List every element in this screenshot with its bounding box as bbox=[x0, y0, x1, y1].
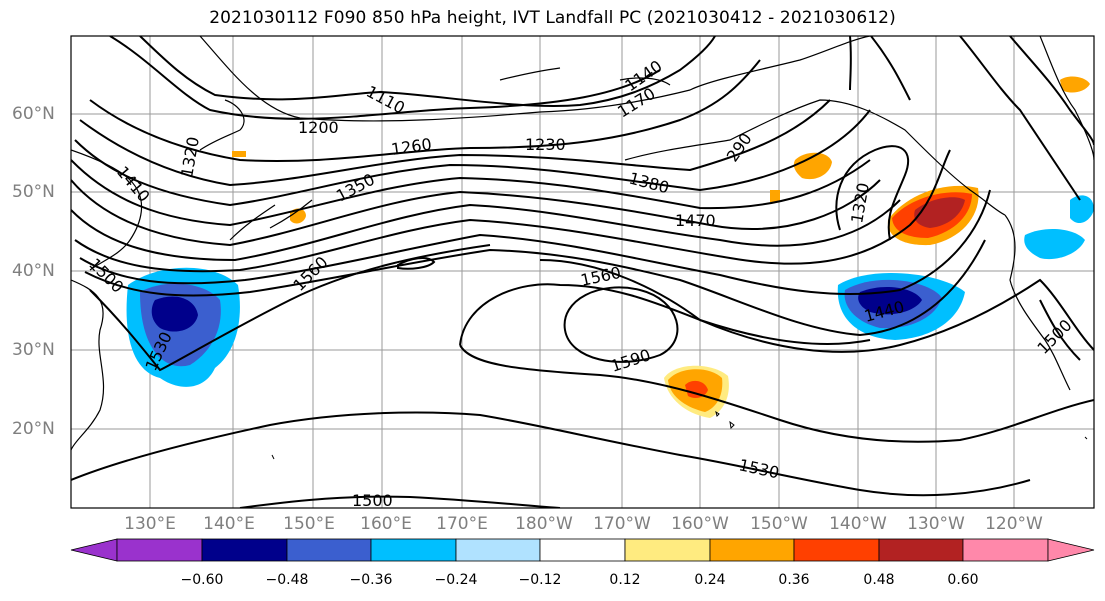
colorbar-tick: 0.12 bbox=[609, 572, 641, 588]
colorbar-tick: 0.36 bbox=[778, 572, 810, 588]
contour-label: 1200 bbox=[298, 118, 339, 137]
contour-label: 1470 bbox=[675, 211, 716, 230]
lon-label: 130°E bbox=[124, 514, 176, 534]
coastlines bbox=[71, 36, 1094, 451]
contour-label: 1230 bbox=[525, 135, 566, 154]
colorbar-swatch bbox=[455, 538, 541, 562]
lon-label: 140°W bbox=[829, 514, 887, 534]
colorbar-tick: 0.24 bbox=[694, 572, 726, 588]
colorbar bbox=[70, 538, 1095, 562]
colorbar-swatch bbox=[539, 538, 626, 562]
colorbar-tick: −0.60 bbox=[180, 572, 224, 588]
map-frame bbox=[70, 35, 1095, 509]
lat-label: 30°N bbox=[12, 340, 55, 360]
lon-label: 160°W bbox=[671, 514, 729, 534]
lon-label: 170°E bbox=[436, 514, 488, 534]
islands bbox=[271, 410, 1088, 460]
colorbar-swatch bbox=[201, 538, 288, 562]
colorbar-swatch bbox=[709, 538, 795, 562]
lat-label: 60°N bbox=[12, 104, 55, 124]
lon-label: 170°W bbox=[593, 514, 651, 534]
colorbar-tick: 0.60 bbox=[947, 572, 979, 588]
colorbar-swatch bbox=[370, 538, 457, 562]
lon-label: 140°E bbox=[203, 514, 255, 534]
colorbar-swatch bbox=[116, 538, 203, 562]
lon-label: 150°E bbox=[283, 514, 335, 534]
colorbar-swatch bbox=[962, 538, 1049, 562]
colorbar-extend-high bbox=[1047, 538, 1095, 562]
lat-label: 20°N bbox=[12, 419, 55, 439]
colorbar-extend-low bbox=[70, 538, 118, 562]
lat-label: 50°N bbox=[12, 182, 55, 202]
graticule bbox=[71, 36, 1094, 508]
height-contours bbox=[71, 36, 1094, 508]
lat-label: 40°N bbox=[12, 261, 55, 281]
lon-label: 160°E bbox=[360, 514, 412, 534]
colorbar-tick: −0.12 bbox=[518, 572, 562, 588]
colorbar-tick: −0.48 bbox=[265, 572, 309, 588]
colorbar-tick: 0.48 bbox=[863, 572, 895, 588]
ivt-positive-small bbox=[232, 76, 1090, 224]
lon-label: 120°W bbox=[985, 514, 1043, 534]
contour-label: 1500 bbox=[352, 491, 393, 510]
lon-label: 130°W bbox=[907, 514, 965, 534]
lon-label: 180°W bbox=[515, 514, 573, 534]
colorbar-swatch bbox=[286, 538, 372, 562]
colorbar-tick: −0.24 bbox=[434, 572, 478, 588]
colorbar-swatch bbox=[624, 538, 711, 562]
colorbar-swatch bbox=[878, 538, 964, 562]
colorbar-swatch bbox=[793, 538, 880, 562]
ivt-negative-west bbox=[126, 267, 240, 387]
colorbar-tick: −0.36 bbox=[349, 572, 393, 588]
chart-title: 2021030112 F090 850 hPa height, IVT Land… bbox=[209, 8, 896, 28]
lon-label: 150°W bbox=[750, 514, 808, 534]
ivt-positive-central bbox=[664, 365, 729, 418]
